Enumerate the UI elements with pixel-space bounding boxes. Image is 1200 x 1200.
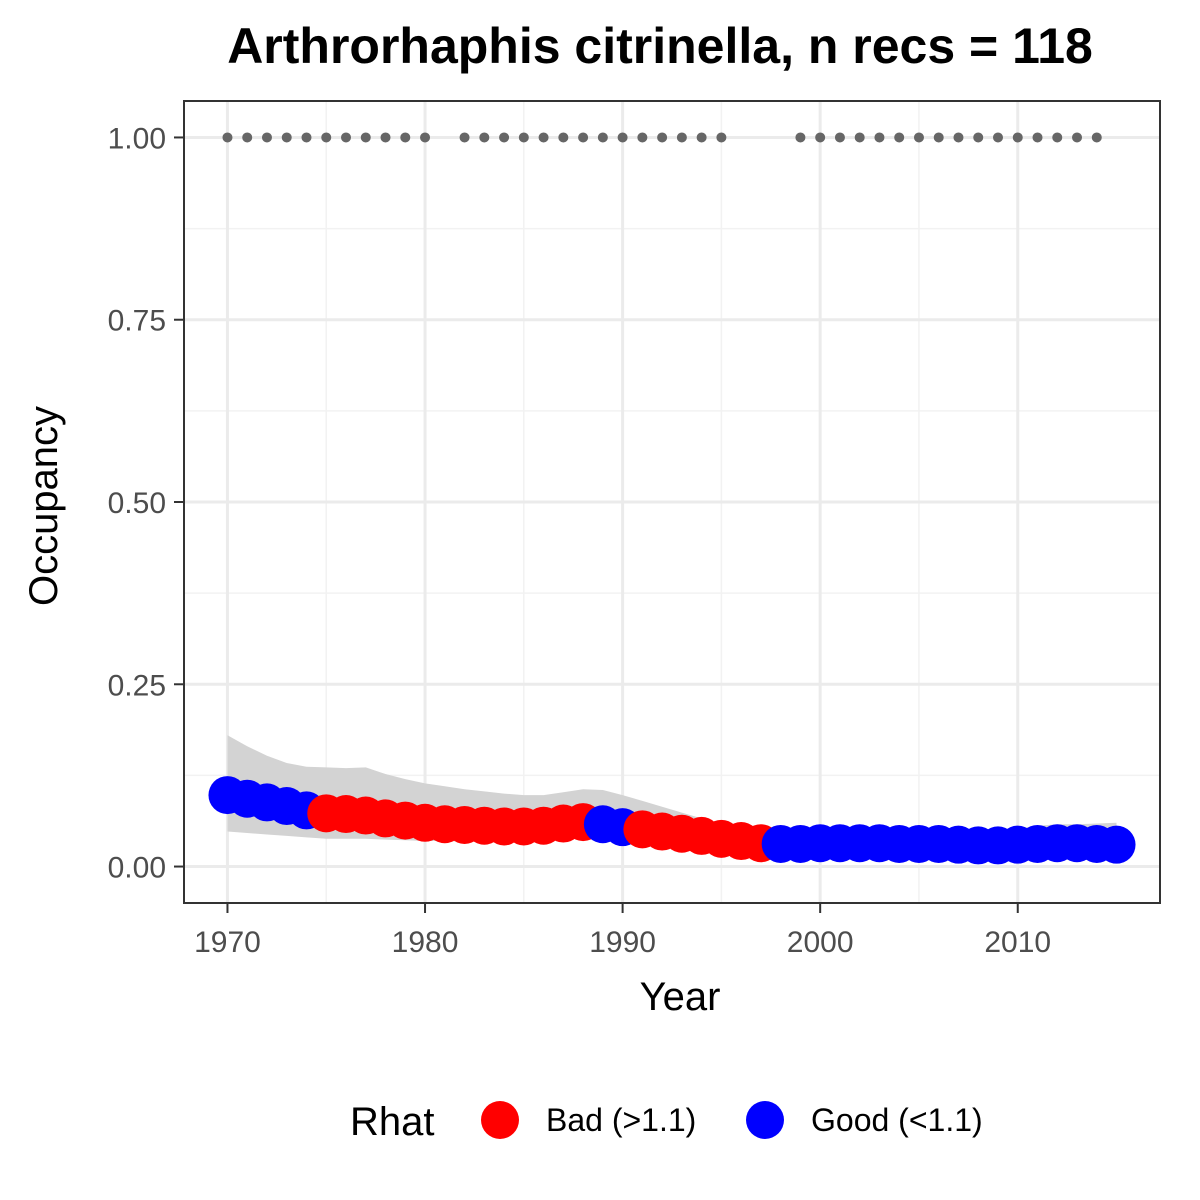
record-point bbox=[341, 132, 352, 143]
record-point bbox=[360, 132, 371, 143]
record-point bbox=[558, 132, 569, 143]
record-point bbox=[459, 132, 470, 143]
x-tick-label: 1990 bbox=[589, 926, 656, 959]
y-tick-label: 0.25 bbox=[108, 669, 166, 702]
x-tick-label: 2010 bbox=[984, 926, 1051, 959]
record-point bbox=[815, 132, 826, 143]
record-point bbox=[597, 132, 608, 143]
record-point bbox=[1091, 132, 1102, 143]
legend-key-good bbox=[746, 1101, 784, 1139]
record-point bbox=[281, 132, 292, 143]
record-point bbox=[834, 132, 845, 143]
record-point bbox=[933, 132, 944, 143]
legend-label-good: Good (<1.1) bbox=[811, 1102, 983, 1138]
record-point bbox=[1032, 132, 1043, 143]
chart-title: Arthrorhaphis citrinella, n recs = 118 bbox=[227, 18, 1093, 74]
record-point bbox=[518, 132, 529, 143]
occupancy-point bbox=[1097, 825, 1136, 864]
record-points bbox=[222, 132, 1102, 143]
record-point bbox=[420, 132, 431, 143]
record-point bbox=[973, 132, 984, 143]
x-axis: 1970 1980 1990 2000 2010 bbox=[194, 903, 1051, 959]
y-tick-label: 0.50 bbox=[108, 487, 166, 520]
record-point bbox=[874, 132, 885, 143]
record-point bbox=[499, 132, 510, 143]
legend-title: Rhat bbox=[350, 1100, 435, 1144]
legend-label-bad: Bad (>1.1) bbox=[546, 1102, 696, 1138]
y-tick-label: 0.00 bbox=[108, 852, 166, 885]
record-point bbox=[696, 132, 707, 143]
record-point bbox=[637, 132, 648, 143]
y-tick-label: 0.75 bbox=[108, 305, 166, 338]
record-point bbox=[479, 132, 490, 143]
record-point bbox=[854, 132, 865, 143]
record-point bbox=[1072, 132, 1083, 143]
record-point bbox=[913, 132, 924, 143]
record-point bbox=[1052, 132, 1063, 143]
legend: Rhat Bad (>1.1) Good (<1.1) bbox=[350, 1100, 983, 1144]
record-point bbox=[380, 132, 391, 143]
y-tick-label: 1.00 bbox=[108, 122, 166, 155]
y-axis: 0.00 0.25 0.50 0.75 1.00 bbox=[108, 122, 184, 885]
record-point bbox=[795, 132, 806, 143]
record-point bbox=[261, 132, 272, 143]
record-point bbox=[400, 132, 411, 143]
record-point bbox=[301, 132, 312, 143]
x-tick-label: 1970 bbox=[194, 926, 261, 959]
record-point bbox=[992, 132, 1003, 143]
x-axis-title: Year bbox=[640, 975, 721, 1019]
record-point bbox=[953, 132, 964, 143]
record-point bbox=[222, 132, 233, 143]
legend-key-bad bbox=[481, 1101, 519, 1139]
record-point bbox=[676, 132, 687, 143]
record-point bbox=[1012, 132, 1023, 143]
record-point bbox=[242, 132, 253, 143]
record-point bbox=[321, 132, 332, 143]
record-point bbox=[578, 132, 589, 143]
x-tick-label: 1980 bbox=[392, 926, 459, 959]
record-point bbox=[617, 132, 628, 143]
record-point bbox=[657, 132, 668, 143]
y-axis-title: Occupancy bbox=[22, 406, 66, 606]
x-tick-label: 2000 bbox=[787, 926, 854, 959]
record-point bbox=[538, 132, 549, 143]
record-point bbox=[894, 132, 905, 143]
record-point bbox=[716, 132, 727, 143]
occupancy-points bbox=[208, 776, 1136, 865]
